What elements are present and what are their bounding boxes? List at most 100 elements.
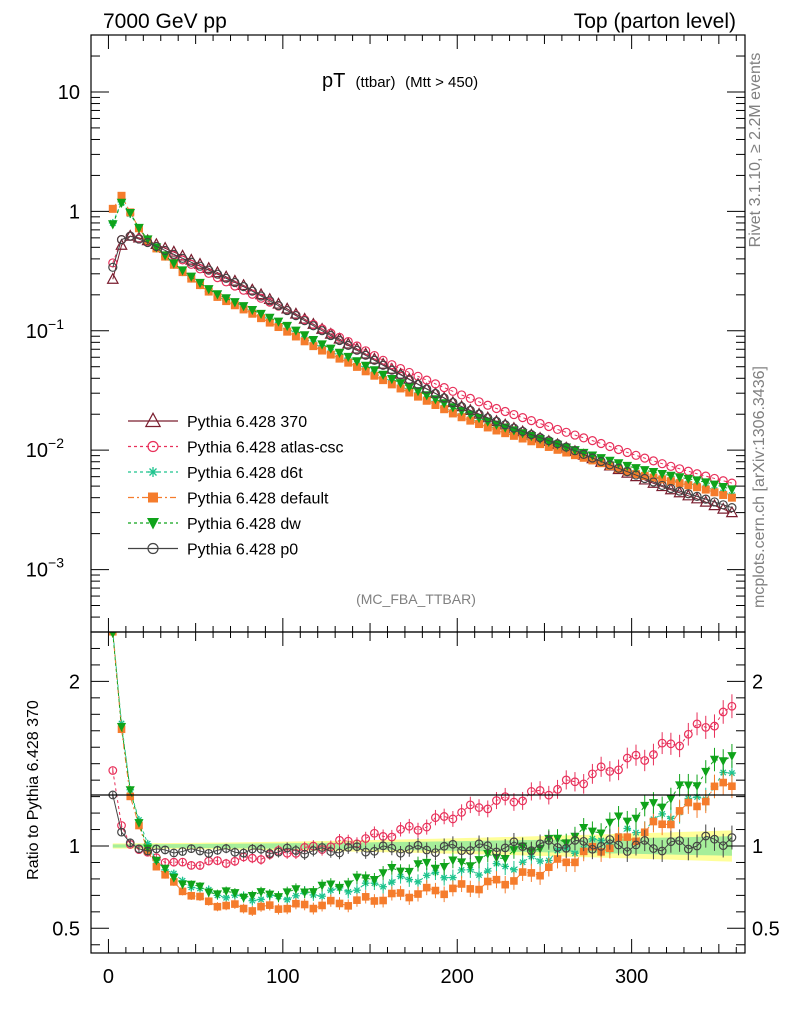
data-point-pythia-6-428-dw	[264, 313, 275, 323]
ratio-point-pythia-6-428-p0	[370, 846, 379, 856]
ratio-point-pythia-6-428-atlas-csc	[396, 824, 405, 834]
data-point-pythia-6-428-dw	[526, 432, 537, 442]
data-point-pythia-6-428-default	[387, 380, 396, 389]
data-point-pythia-6-428-p0	[500, 420, 510, 430]
data-point-pythia-6-428-default	[509, 431, 518, 440]
ratio-point-pythia-6-428-dw	[579, 824, 589, 833]
ratio-point-pythia-6-428-default	[327, 896, 335, 905]
series-line-pythia-6-428-dw	[112, 201, 733, 490]
data-point-pythia-6-428-default	[318, 346, 327, 355]
data-point-pythia-6-428-p0	[177, 253, 188, 263]
data-point-pythia-6-428-p0	[605, 460, 615, 470]
data-point-pythia-6-428-default	[352, 362, 361, 371]
x-tick-label: 100	[266, 966, 299, 988]
ratio-point-pythia-6-428-atlas-csc	[657, 738, 667, 748]
ratio-point-pythia-6-428-default	[719, 778, 727, 787]
x-tick-label: 200	[441, 966, 474, 988]
data-point-pythia-6-428-p0	[674, 486, 685, 496]
ratio-point-pythia-6-428-default	[213, 902, 222, 911]
ratio-point-pythia-6-428-default	[318, 901, 326, 910]
ratio-point-pythia-6-428-atlas-csc	[588, 769, 597, 779]
data-point-pythia-6-428-p0	[361, 350, 371, 360]
ratio-point-pythia-6-428-atlas-csc	[230, 856, 240, 866]
analysis-label: (MC_FBA_TTBAR)	[356, 591, 476, 607]
ratio-point-pythia-6-428-p0	[448, 839, 458, 849]
title-sub2: (Mtt > 450)	[405, 74, 478, 91]
ratio-point-pythia-6-428-atlas-csc	[666, 739, 676, 749]
ratio-point-pythia-6-428-p0	[457, 846, 467, 856]
x-tick-label: 0	[103, 966, 114, 988]
ratio-point-pythia-6-428-default	[649, 817, 658, 826]
ratio-point-pythia-6-428-p0	[117, 827, 126, 837]
data-point-pythia-6-428-p0	[134, 234, 144, 244]
data-point-pythia-6-428-370	[359, 347, 372, 359]
ratio-point-pythia-6-428-default	[545, 863, 553, 872]
ratio-point-pythia-6-428-default	[562, 858, 571, 867]
y-tick-label: 10	[58, 82, 80, 104]
data-point-pythia-6-428-atlas-csc	[596, 438, 606, 449]
mcplots-label: mcplots.cern.ch [arXiv:1306.3436]	[751, 366, 768, 608]
data-point-pythia-6-428-default	[614, 464, 623, 473]
legend-marker	[147, 440, 159, 453]
data-point-pythia-6-428-370	[333, 332, 346, 344]
ratio-point-pythia-6-428-atlas-csc	[535, 785, 545, 795]
ratio-point-pythia-6-428-dw	[430, 864, 440, 874]
data-point-pythia-6-428-atlas-csc	[570, 430, 580, 440]
ratio-point-pythia-6-428-d6t	[414, 878, 422, 886]
ratio-point-pythia-6-428-default	[353, 896, 361, 904]
data-point-pythia-6-428-dw	[299, 331, 310, 341]
ratio-point-pythia-6-428-default	[405, 893, 414, 902]
series-pythia-6-428-dw	[108, 198, 737, 495]
ratio-point-pythia-6-428-dw	[256, 888, 266, 897]
ratio-series-pythia-6-428-p0	[108, 790, 737, 862]
legend-label: Pythia 6.428 default	[187, 491, 329, 508]
data-point-pythia-6-428-p0	[352, 345, 362, 355]
data-point-pythia-6-428-default	[283, 327, 292, 336]
ratio-point-pythia-6-428-dw	[500, 855, 510, 864]
legend: Pythia 6.428 370 Pythia 6.428 atlas-csc Py…	[128, 412, 344, 559]
ratio-point-pythia-6-428-default	[475, 885, 483, 894]
ratio-point-pythia-6-428-atlas-csc	[335, 835, 344, 845]
ratio-point-pythia-6-428-default	[248, 907, 257, 915]
ratio-point-pythia-6-428-default	[300, 900, 309, 909]
ratio-point-pythia-6-428-p0	[649, 844, 658, 853]
data-point-pythia-6-428-p0	[701, 494, 711, 504]
ratio-point-pythia-6-428-p0	[256, 844, 266, 854]
ratio-point-pythia-6-428-p0	[675, 836, 684, 846]
ratio-point-pythia-6-428-d6t	[405, 875, 414, 884]
data-point-pythia-6-428-p0	[204, 265, 214, 275]
data-point-pythia-6-428-default	[335, 354, 344, 363]
ratio-point-pythia-6-428-dw	[465, 862, 475, 872]
ratio-point-pythia-6-428-atlas-csc	[431, 813, 440, 823]
ratio-point-pythia-6-428-atlas-csc	[457, 807, 467, 817]
ratio-point-pythia-6-428-dw	[413, 860, 423, 869]
ratio-point-pythia-6-428-default	[274, 905, 283, 913]
ratio-plot-series	[108, 632, 737, 917]
data-point-pythia-6-428-370	[690, 491, 704, 504]
ratio-point-pythia-6-428-p0	[553, 843, 562, 852]
ratio-point-pythia-6-428-p0	[178, 847, 187, 856]
data-point-pythia-6-428-p0	[160, 245, 170, 256]
ratio-point-pythia-6-428-p0	[361, 847, 371, 857]
data-point-pythia-6-428-atlas-csc	[474, 397, 484, 407]
ratio-point-pythia-6-428-p0	[213, 845, 222, 855]
data-point-pythia-6-428-370	[342, 337, 355, 349]
ratio-y-tick-label: 1	[69, 836, 80, 858]
ratio-point-pythia-6-428-default	[388, 889, 396, 898]
data-point-pythia-6-428-p0	[587, 453, 598, 463]
data-point-pythia-6-428-dw	[247, 305, 258, 316]
data-point-pythia-6-428-atlas-csc	[666, 461, 676, 471]
data-point-pythia-6-428-dw	[587, 451, 598, 461]
data-point-pythia-6-428-dw	[352, 357, 362, 367]
data-point-pythia-6-428-p0	[631, 470, 641, 480]
ratio-point-pythia-6-428-dw	[352, 873, 362, 883]
data-point-pythia-6-428-p0	[125, 231, 135, 241]
ratio-point-pythia-6-428-p0	[570, 835, 580, 845]
ratio-point-pythia-6-428-d6t	[379, 882, 387, 891]
data-point-pythia-6-428-default	[632, 470, 640, 479]
data-point-pythia-6-428-default	[693, 483, 702, 492]
data-point-pythia-6-428-p0	[404, 375, 414, 385]
data-point-pythia-6-428-dw	[326, 344, 336, 354]
data-point-pythia-6-428-dw	[212, 290, 223, 300]
ratio-point-pythia-6-428-default	[623, 833, 632, 841]
